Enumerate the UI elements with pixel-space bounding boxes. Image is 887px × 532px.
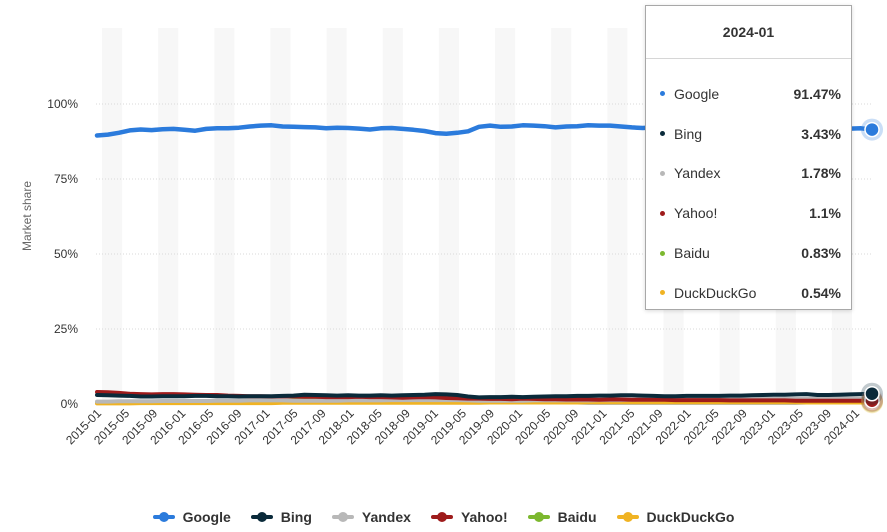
legend-label: Yahoo! — [460, 509, 508, 525]
tooltip-series-name: DuckDuckGo — [674, 284, 757, 301]
legend-swatch-icon — [250, 512, 273, 522]
tooltip-series-value: 91.47% — [793, 85, 841, 102]
background-band — [326, 28, 347, 404]
tooltip-series-name: Google — [674, 85, 720, 102]
background-band — [495, 28, 516, 404]
background-band — [158, 28, 179, 404]
legend-label: Bing — [280, 509, 312, 525]
tooltip-row: Yahoo! 1.1% — [646, 193, 851, 233]
legend-label: Yandex — [361, 509, 411, 525]
series-dot-icon — [660, 290, 665, 296]
hover-markers — [861, 118, 883, 414]
x-axis-ticks: 2015-012015-052015-092016-012016-052016-… — [63, 406, 862, 447]
tooltip-rows: Google 91.47% Bing 3.43% Yandex 1.78% Yahoo! 1.… — [646, 59, 851, 313]
tooltip-row: DuckDuckGo 0.54% — [646, 273, 851, 313]
legend-label: Google — [182, 509, 231, 525]
y-tick-label: 75% — [54, 172, 78, 186]
tooltip-series-name: Yandex — [674, 165, 721, 182]
series-lines — [94, 123, 875, 406]
background-band — [382, 28, 403, 404]
tooltip-series-value: 1.78% — [801, 165, 841, 182]
series-dot-icon — [660, 91, 665, 97]
grid-lines — [96, 103, 872, 330]
legend: Google Bing Yandex Yahoo! Baidu DuckDuckGo — [0, 506, 887, 528]
background-band — [607, 28, 628, 404]
hover-tooltip: 2024-01 Google 91.47% Bing 3.43% Yandex 1.78%… — [645, 5, 852, 310]
tooltip-series-name: Bing — [674, 125, 703, 142]
background-band — [438, 28, 459, 404]
line-chart: 0% 25% 50% 75% 100% Market share 2015-012015… — [20, 28, 883, 448]
series-dot-icon — [660, 170, 665, 176]
legend-swatch-icon — [616, 512, 639, 522]
y-tick-label: 50% — [54, 247, 78, 261]
tooltip-series-value: 0.54% — [801, 284, 841, 301]
legend-item-baidu[interactable]: Baidu — [527, 509, 597, 525]
y-axis-ticks: 0% 25% 50% 75% 100% — [47, 97, 78, 411]
legend-item-google[interactable]: Google — [152, 509, 231, 525]
legend-swatch-icon — [430, 512, 453, 522]
background-band — [214, 28, 235, 404]
tooltip-row: Bing 3.43% — [646, 114, 851, 154]
legend-swatch-icon — [331, 512, 354, 522]
tooltip-date: 2024-01 — [646, 6, 851, 59]
tooltip-row: Baidu 0.83% — [646, 233, 851, 273]
tooltip-series-name: Yahoo! — [674, 205, 718, 222]
tooltip-series-value: 1.1% — [809, 205, 841, 222]
series-dot-icon — [660, 210, 665, 216]
legend-label: Baidu — [557, 509, 597, 525]
legend-swatch-icon — [527, 512, 550, 522]
legend-item-yandex[interactable]: Yandex — [331, 509, 411, 525]
legend-item-yahoo[interactable]: Yahoo! — [430, 509, 508, 525]
tooltip-row: Yandex 1.78% — [646, 154, 851, 194]
hover-point — [864, 121, 880, 138]
background-band — [551, 28, 572, 404]
tooltip-row: Google 91.47% — [646, 74, 851, 114]
y-axis-label: Market share — [20, 181, 34, 251]
tooltip-series-value: 0.83% — [801, 245, 841, 262]
legend-label: DuckDuckGo — [646, 509, 735, 525]
series-line-bing — [95, 391, 874, 400]
background-band — [270, 28, 291, 404]
y-tick-label: 25% — [54, 322, 78, 336]
tooltip-series-name: Baidu — [674, 245, 710, 262]
tooltip-series-value: 3.43% — [801, 125, 841, 142]
legend-item-bing[interactable]: Bing — [250, 509, 312, 525]
legend-swatch-icon — [152, 512, 175, 522]
legend-item-duckduckgo[interactable]: DuckDuckGo — [616, 509, 735, 525]
series-dot-icon — [660, 131, 665, 137]
y-tick-label: 100% — [47, 97, 78, 111]
y-tick-label: 0% — [61, 397, 79, 411]
series-dot-icon — [660, 250, 665, 256]
background-band — [102, 28, 123, 404]
hover-point — [864, 385, 880, 402]
